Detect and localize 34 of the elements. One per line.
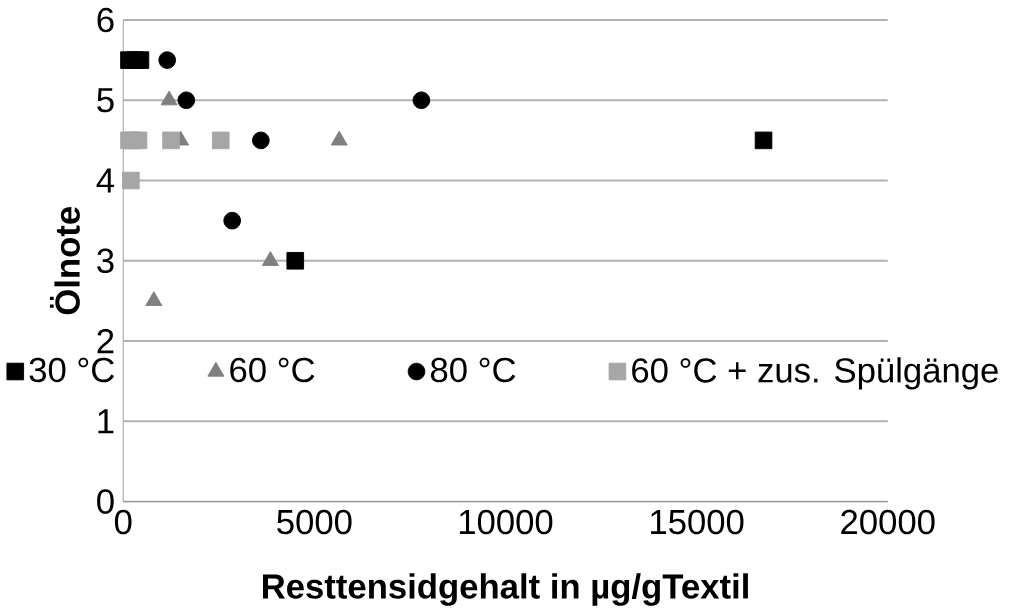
point: [162, 131, 180, 149]
x-tick-label: 20000: [841, 509, 935, 535]
point: [145, 290, 163, 306]
y-tick-label: 5: [97, 87, 114, 113]
point: [223, 211, 241, 230]
y-axis-title: Ölnote: [49, 206, 80, 315]
legend-label: 60 °C: [230, 357, 315, 382]
point: [122, 171, 140, 190]
point: [129, 131, 148, 149]
point: [412, 91, 431, 109]
point: [261, 250, 279, 266]
y-tick-label: 1: [98, 409, 114, 433]
legend-label: 60 °C + zus. Spülgänge: [632, 356, 998, 390]
point: [177, 91, 196, 109]
legend-label: 30 °C: [29, 357, 114, 382]
x-tick-label: 10000: [459, 509, 553, 535]
y-tick-label: 4: [96, 168, 115, 193]
x-axis-title: Resttensidgehalt in µg/gTextil: [263, 573, 748, 606]
x-tick-label: 0: [114, 509, 132, 535]
point: [160, 90, 178, 106]
y-tick-label: 6: [97, 7, 114, 33]
point: [158, 51, 176, 69]
legend-label: 80 °C: [430, 357, 516, 382]
point: [330, 130, 348, 146]
point: [754, 131, 773, 149]
point: [286, 251, 305, 270]
y-tick-label: 3: [97, 248, 114, 273]
x-tick-label: 15000: [651, 509, 744, 535]
y-tick-label: 0: [97, 489, 114, 514]
y-tick-label: 2: [97, 328, 114, 353]
point: [252, 131, 270, 149]
point: [131, 51, 150, 69]
point: [211, 131, 230, 149]
x-tick-label: 5000: [277, 509, 352, 535]
